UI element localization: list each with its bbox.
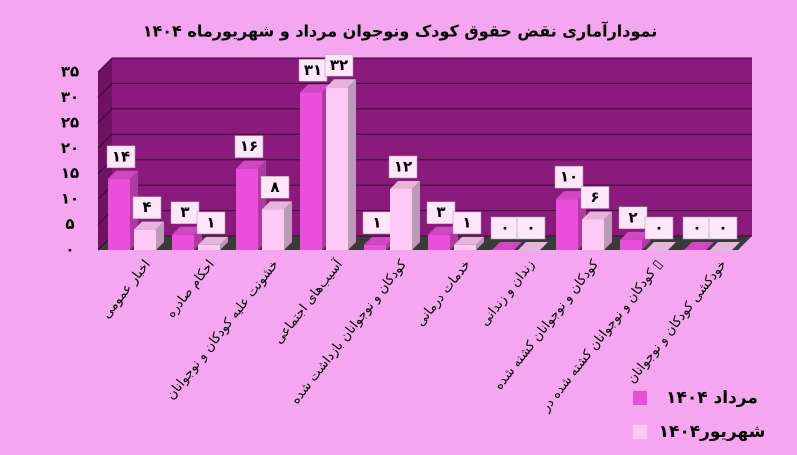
legend-label: مرداد ۱۴۰۴: [666, 388, 758, 408]
bar-top: [236, 160, 266, 169]
data-label-box: [452, 211, 482, 235]
bar-side: [348, 79, 356, 250]
data-label: ۰: [526, 219, 535, 237]
y-tick-label: ۱۰: [61, 190, 79, 208]
y-tick-label: ۰: [65, 241, 74, 259]
data-label-box: [132, 196, 162, 219]
data-label: ۱۴: [112, 147, 130, 165]
y-tick-label: ۵: [65, 215, 74, 233]
data-label: ۳: [436, 203, 445, 221]
data-label: ۱۲: [394, 157, 412, 175]
legend-swatch: [633, 425, 647, 439]
bar-side: [476, 236, 484, 250]
data-label: ۱: [462, 213, 471, 231]
bar-top: [390, 180, 420, 189]
bar-top: [428, 226, 458, 235]
bar-side: [412, 180, 420, 250]
data-label: ۴: [142, 198, 151, 216]
bar: [108, 178, 130, 250]
bar-side: [604, 211, 612, 250]
bar: [326, 87, 348, 250]
bar-side: [156, 221, 164, 250]
bar-top: [518, 242, 548, 250]
y-tick-label: ۲۰: [61, 139, 79, 157]
data-label: ۰: [692, 219, 701, 237]
bar: [556, 199, 578, 250]
data-label: ۱۰: [560, 168, 578, 186]
bar-top: [198, 236, 228, 245]
bar: [236, 168, 258, 250]
bar-top: [556, 191, 586, 200]
bar-top: [646, 242, 676, 250]
bar-top: [262, 201, 292, 210]
legend-label: شهریور۱۴۰۴: [659, 422, 766, 442]
y-tick-label: ۱۵: [61, 164, 79, 182]
data-label-box: [388, 155, 418, 179]
bar: [620, 239, 642, 250]
data-label-box: [106, 145, 136, 169]
data-label: ۶: [590, 188, 599, 206]
bar-top: [454, 236, 484, 245]
bar: [454, 244, 476, 250]
bar: [134, 229, 156, 250]
bar: [364, 244, 386, 250]
data-label-box: [260, 176, 290, 199]
bar-top: [326, 79, 356, 88]
data-label: ۳۲: [330, 56, 348, 74]
data-label: ۱: [372, 213, 381, 231]
bar-top: [172, 226, 202, 235]
data-label: ۳۱: [304, 61, 322, 79]
y-tick-label: ۳۵: [61, 63, 79, 81]
bar: [582, 219, 604, 250]
grid-line: [97, 57, 752, 73]
bar-top: [108, 170, 138, 179]
data-label: ۸: [270, 178, 279, 196]
bar-top: [710, 242, 740, 250]
grid-line: [97, 108, 752, 124]
data-label-box: [580, 186, 610, 209]
bar: [390, 188, 412, 250]
bar: [428, 234, 450, 250]
data-label: ۳: [180, 203, 189, 221]
data-label: ۲: [628, 208, 637, 226]
chart-title: نمودارآماری نقض حقوق کودک ونوجوان مرداد …: [143, 21, 658, 41]
bar-top: [134, 221, 164, 230]
data-label: ۱۶: [240, 137, 258, 155]
bar: [300, 92, 322, 250]
data-label-box: [324, 54, 354, 77]
bar: [172, 234, 194, 250]
bar-top: [620, 231, 650, 240]
bar: [198, 244, 220, 250]
data-label: ۱: [206, 213, 215, 231]
y-tick-label: ۳۰: [61, 88, 79, 106]
data-label-box: [516, 216, 546, 240]
y-tick-label: ۲۵: [61, 113, 79, 131]
data-label-box: [196, 211, 226, 235]
data-label: ۰: [654, 219, 663, 237]
bar-top: [492, 242, 522, 250]
data-label-box: [554, 165, 584, 189]
grid-line: [97, 133, 752, 149]
bar-side: [284, 201, 292, 250]
bar-top: [364, 236, 394, 245]
data-label: ۰: [718, 219, 727, 237]
bar: [262, 209, 284, 250]
data-label: ۰: [500, 219, 509, 237]
grid-line: [97, 82, 752, 98]
bar-top: [582, 211, 612, 220]
legend-swatch: [633, 391, 647, 405]
bar-top: [300, 84, 330, 93]
bar-top: [684, 242, 714, 250]
bar-side: [220, 236, 228, 250]
data-label-box: [708, 216, 738, 240]
data-label-box: [234, 135, 264, 158]
data-label-box: [644, 216, 674, 240]
